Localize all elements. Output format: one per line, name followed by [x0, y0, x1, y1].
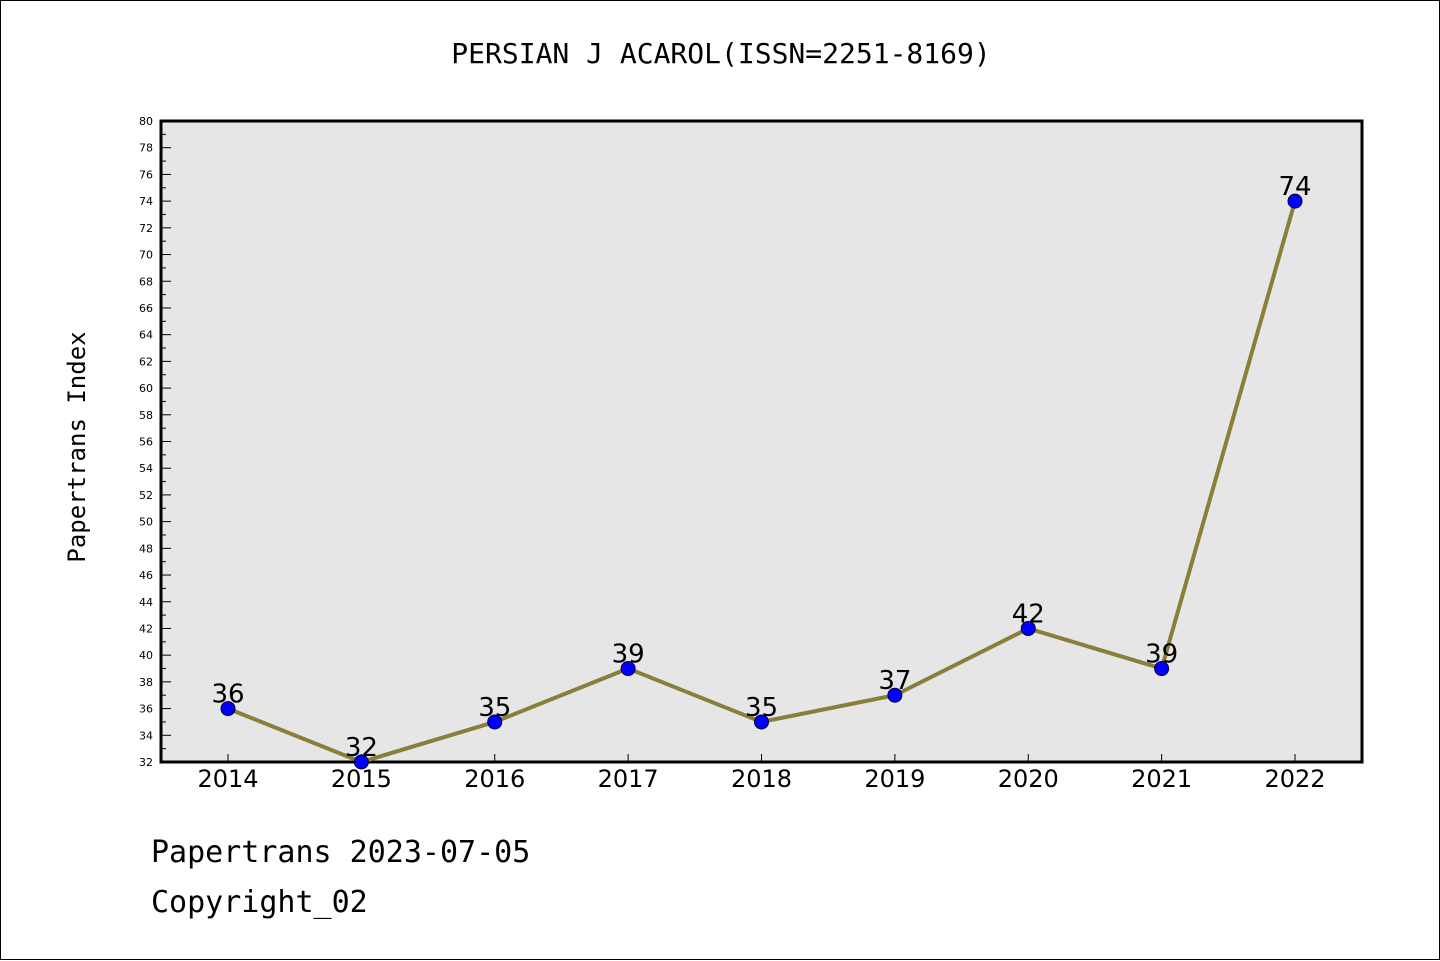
x-tick-label: 2020 — [998, 765, 1059, 793]
data-point — [487, 714, 503, 730]
x-tick-label: 2019 — [864, 765, 925, 793]
y-axis: 32 34 36 38 40 42 44 46 48 50 52 54 56 58 60 62 64 66 68 70… — [139, 115, 171, 769]
x-tick-label: 2016 — [464, 765, 525, 793]
data-label: 74 — [1278, 172, 1311, 202]
y-tick-label: 60 — [139, 382, 153, 395]
x-tick-label: 2018 — [731, 765, 792, 793]
y-tick-label: 54 — [139, 462, 153, 475]
y-tick-label: 34 — [139, 729, 153, 742]
x-tick-label: 2014 — [197, 765, 258, 793]
data-label: 32 — [345, 733, 378, 763]
y-tick-label: 68 — [139, 275, 153, 288]
data-point — [887, 687, 903, 703]
data-labels: 36 32 35 39 35 37 42 39 74 — [211, 172, 1311, 763]
y-tick-label: 38 — [139, 676, 153, 689]
x-tick-label: 2022 — [1264, 765, 1325, 793]
data-point — [220, 701, 236, 717]
data-point — [620, 661, 636, 677]
y-tick-label: 76 — [139, 168, 153, 181]
data-label: 42 — [1012, 599, 1045, 629]
chart-title: PERSIAN J ACAROL(ISSN=2251-8169) — [451, 37, 991, 70]
data-point — [754, 714, 769, 730]
y-tick-label: 72 — [139, 222, 153, 235]
y-tick-label: 62 — [139, 355, 153, 368]
y-tick-label: 44 — [139, 596, 153, 609]
y-tick-label: 32 — [139, 756, 153, 769]
y-tick-label: 78 — [139, 142, 153, 155]
data-label: 35 — [745, 693, 778, 723]
y-tick-label: 74 — [139, 195, 153, 208]
y-tick-label: 48 — [139, 542, 153, 555]
plot-area — [159, 119, 1364, 764]
data-label: 37 — [878, 666, 911, 696]
y-tick-label: 50 — [139, 516, 153, 529]
y-tick-label: 80 — [139, 115, 153, 128]
y-tick-label: 40 — [139, 649, 153, 662]
x-tick-label: 2015 — [331, 765, 392, 793]
data-label: 39 — [1145, 640, 1178, 670]
footer-copyright: Copyright_02 — [151, 885, 368, 920]
data-label: 36 — [211, 680, 244, 710]
y-tick-label: 36 — [139, 703, 153, 716]
y-tick-label: 70 — [139, 249, 153, 262]
x-tick-label: 2021 — [1131, 765, 1192, 793]
y-tick-label: 64 — [139, 329, 153, 342]
data-label: 35 — [478, 693, 511, 723]
data-points — [220, 193, 1303, 770]
data-point — [353, 754, 369, 770]
y-tick-label: 52 — [139, 489, 153, 502]
footer-date: Papertrans 2023-07-05 — [151, 835, 531, 870]
x-tick-label: 2017 — [598, 765, 659, 793]
x-axis: 2014 2015 2016 2017 2018 2019 2020 2021 2022 — [197, 754, 1326, 793]
y-tick-label: 42 — [139, 622, 153, 635]
y-tick-label: 56 — [139, 436, 153, 449]
data-point — [1020, 620, 1036, 636]
data-label: 39 — [612, 640, 645, 670]
y-tick-label: 46 — [139, 569, 153, 582]
y-tick-label: 58 — [139, 409, 153, 422]
data-point — [1287, 193, 1303, 209]
y-tick-label: 66 — [139, 302, 153, 315]
data-point — [1154, 661, 1170, 677]
